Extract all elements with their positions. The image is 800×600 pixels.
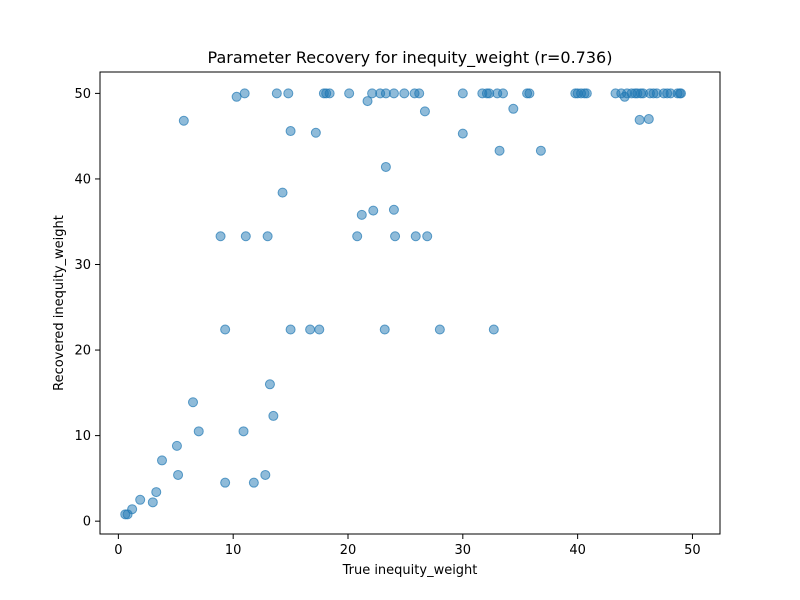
data-point: [220, 324, 231, 335]
y-tick-label: 10: [74, 429, 91, 444]
data-point: [434, 324, 445, 335]
data-point: [422, 231, 433, 242]
data-points: [120, 88, 686, 520]
data-point: [127, 504, 138, 515]
data-point: [410, 231, 421, 242]
data-point: [305, 324, 316, 335]
axis-ticks: 0 10 20 30 40 50 0 10 20 30 40 50: [74, 87, 700, 558]
data-point: [414, 88, 425, 99]
data-point: [135, 494, 146, 505]
data-point: [494, 145, 505, 156]
data-point: [388, 204, 399, 215]
data-point: [310, 127, 321, 138]
data-point: [262, 231, 273, 242]
data-point: [171, 440, 182, 451]
data-point: [344, 88, 355, 99]
data-point: [524, 88, 535, 99]
data-point: [193, 426, 204, 437]
data-point: [399, 88, 410, 99]
x-tick-label: 0: [114, 543, 122, 558]
data-point: [240, 231, 251, 242]
data-point: [488, 324, 499, 335]
data-point: [324, 88, 335, 99]
data-point: [188, 397, 198, 408]
data-point: [147, 497, 158, 508]
data-point: [388, 88, 399, 99]
data-point: [215, 231, 226, 242]
data-point: [268, 410, 279, 421]
data-point: [239, 88, 250, 99]
x-tick-label: 20: [340, 543, 357, 558]
chart-title: Parameter Recovery for inequity_weight (…: [208, 48, 613, 68]
data-point: [220, 477, 231, 488]
plot-area: [100, 72, 720, 534]
y-tick-label: 20: [74, 344, 91, 359]
y-axis-label: Recovered inequity_weight: [52, 215, 67, 391]
data-point: [535, 145, 546, 156]
x-axis-label: True inequity_weight: [342, 563, 478, 578]
data-point: [390, 231, 401, 242]
data-point: [356, 209, 367, 220]
data-point: [380, 161, 391, 172]
data-point: [271, 88, 282, 99]
data-point: [314, 324, 325, 335]
data-point: [498, 88, 508, 99]
data-point: [238, 426, 249, 437]
data-point: [283, 88, 294, 99]
data-point: [285, 324, 296, 335]
data-point: [362, 96, 373, 107]
data-point: [508, 103, 519, 114]
data-point: [260, 469, 271, 480]
data-point: [379, 324, 390, 335]
y-tick-label: 40: [74, 172, 91, 187]
data-point: [419, 106, 430, 117]
data-point: [581, 88, 592, 99]
x-tick-label: 50: [684, 543, 701, 558]
data-point: [277, 187, 288, 198]
y-tick-label: 0: [83, 515, 91, 530]
data-point: [634, 114, 645, 125]
data-point: [285, 126, 296, 137]
x-tick-label: 10: [225, 543, 242, 558]
data-point: [248, 477, 259, 488]
data-point: [178, 115, 189, 126]
data-point: [352, 231, 363, 242]
data-point: [457, 128, 468, 139]
data-point: [173, 469, 184, 480]
x-tick-label: 40: [569, 543, 586, 558]
data-point: [368, 205, 379, 216]
data-point: [264, 379, 275, 390]
data-point: [643, 114, 654, 125]
x-tick-label: 30: [455, 543, 472, 558]
y-tick-label: 30: [74, 258, 91, 273]
data-point: [157, 455, 167, 466]
y-tick-label: 50: [74, 87, 91, 102]
data-point: [457, 88, 468, 99]
axes-frame: [99, 71, 721, 535]
data-point: [675, 88, 686, 99]
data-point: [151, 487, 162, 498]
